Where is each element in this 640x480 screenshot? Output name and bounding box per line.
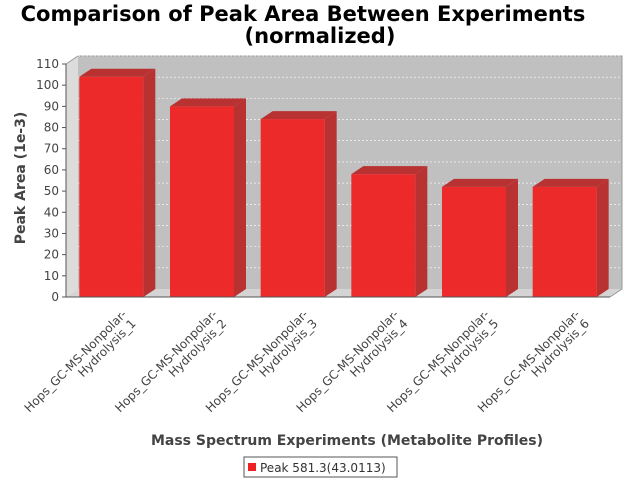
plot-left-wall: [66, 56, 78, 297]
bar-top-3: [260, 111, 337, 120]
y-axis: 0 10 20 30 40 50 60 70 80 90 100 110: [36, 57, 67, 304]
bar-5: [442, 178, 518, 297]
bars: [79, 68, 609, 298]
bar-top-5: [442, 178, 518, 187]
legend: Peak 581.3(43.0113): [243, 456, 398, 478]
bar-front-2: [170, 106, 234, 297]
bar-front-6: [532, 186, 597, 297]
bar-1: [79, 68, 156, 297]
bar-2: [170, 98, 246, 297]
legend-label: Peak 581.3(43.0113): [260, 461, 386, 475]
bar-front-4: [351, 174, 416, 297]
bar-top-1: [79, 68, 156, 77]
y-tick-label-20: 20: [44, 248, 59, 262]
y-tick-label-50: 50: [44, 184, 59, 198]
bar-front-5: [442, 186, 506, 297]
y-tick-label-30: 30: [44, 226, 59, 240]
chart-title-line2: (normalized): [245, 24, 396, 48]
y-tick-label-100: 100: [36, 78, 59, 92]
bar-side-5: [506, 178, 518, 297]
bar-4: [351, 166, 428, 297]
y-tick-label-60: 60: [44, 163, 59, 177]
chart-title-line1: Comparison of Peak Area Between Experime…: [21, 2, 586, 26]
y-tick-label-0: 0: [51, 290, 59, 304]
x-axis: Hops_GC-MS-Nonpolar-Hydrolysis_1Hops_GC-…: [22, 296, 610, 415]
bar-6: [532, 178, 609, 297]
y-tick-label-10: 10: [44, 269, 59, 283]
legend-swatch: [248, 463, 256, 471]
legend-box: [243, 456, 398, 478]
plot-outline: [65, 55, 623, 298]
bar-side-4: [415, 166, 428, 297]
bar-front-3: [260, 119, 325, 297]
bar-side-6: [596, 178, 609, 297]
bar-side-1: [143, 68, 156, 297]
y-tick-label-110: 110: [36, 57, 59, 71]
bar-top-6: [532, 178, 609, 187]
bar-side-2: [234, 98, 246, 297]
bar-3: [260, 111, 337, 298]
plot-back-wall: [78, 56, 622, 289]
bar-top-2: [170, 98, 246, 107]
y-tick-label-90: 90: [44, 99, 59, 113]
bar-side-3: [324, 111, 337, 298]
x-tick-label-1-line-1: Hops_GC-MS-Nonpolar-: [22, 307, 130, 415]
x-axis-label: Mass Spectrum Experiments (Metabolite Pr…: [151, 433, 543, 449]
y-tick-label-80: 80: [44, 121, 59, 135]
y-axis-label: Peak Area (1e-3): [13, 112, 29, 245]
y-tick-label-40: 40: [44, 205, 59, 219]
grid-lines: [78, 55, 622, 269]
y-tick-label-70: 70: [44, 142, 59, 156]
bar-front-1: [79, 76, 144, 297]
bar-top-4: [351, 166, 428, 175]
